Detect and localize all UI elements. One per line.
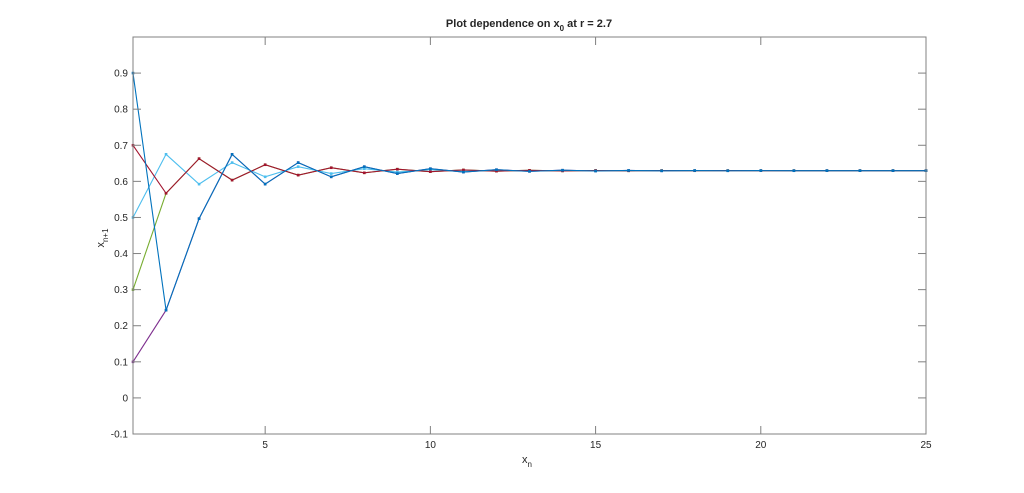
data-point-marker [561, 168, 564, 172]
data-point-marker [329, 175, 333, 179]
data-point-marker [296, 161, 300, 164]
data-point-marker [594, 169, 597, 173]
x-tick-label: 25 [920, 440, 932, 451]
y-tick-label: 0.4 [114, 249, 128, 260]
data-point-marker [495, 168, 498, 172]
y-tick-label: 0.1 [114, 357, 128, 368]
x-tick-label: 10 [425, 440, 437, 451]
data-point-marker [825, 169, 829, 172]
data-point-marker [362, 171, 366, 175]
series-line [131, 153, 928, 364]
y-tick-label: 0.6 [114, 177, 128, 188]
data-point-marker [230, 161, 234, 164]
y-tick-label: 0.2 [114, 321, 128, 332]
x-label-base: x [522, 454, 528, 466]
title-subscript: 0 [560, 24, 565, 33]
chart-title: Plot dependence on x0 at r = 2.7 [446, 18, 612, 33]
data-point-marker [164, 308, 168, 312]
data-point-marker [296, 165, 300, 168]
data-point-marker [891, 169, 895, 172]
data-point-marker [230, 153, 234, 156]
data-point-marker [792, 169, 796, 173]
axis-ticks: 5 10 15 20 25 -0.1 0 0.1 0.2 0.3 0.4 0.5 0.6 0.7 0.8 0.… [111, 37, 932, 451]
data-point-marker [164, 152, 168, 156]
data-point-marker [660, 169, 663, 173]
y-tick-label: 0.3 [114, 285, 128, 296]
x-tick-label: 20 [755, 440, 767, 451]
x-axis-label: xn [522, 454, 532, 469]
y-tick-label: 0.5 [114, 213, 128, 224]
y-label-subscript: n+1 [101, 228, 110, 242]
data-point-marker [197, 217, 201, 220]
axes-box [132, 36, 927, 435]
series-layer [131, 71, 928, 364]
y-label-base: x [95, 242, 107, 248]
x-label-subscript: n [528, 460, 532, 469]
data-point-marker [726, 169, 730, 173]
data-point-marker [263, 182, 267, 186]
data-point-marker [693, 169, 697, 172]
data-point-marker [627, 169, 630, 172]
title-prefix: Plot dependence on x [446, 18, 561, 30]
data-point-marker [528, 170, 531, 173]
data-point-marker [429, 170, 432, 173]
y-tick-label: 0.7 [114, 141, 128, 152]
data-point-marker [329, 172, 333, 175]
data-point-marker [230, 178, 234, 182]
x-tick-label: 5 [262, 440, 268, 451]
data-point-marker [296, 173, 300, 177]
data-point-marker [396, 170, 399, 174]
data-point-marker [329, 166, 333, 170]
data-point-marker [759, 169, 763, 172]
data-point-marker [164, 191, 168, 195]
data-point-marker [396, 172, 399, 175]
data-point-marker [396, 167, 399, 171]
data-point-marker [429, 167, 432, 170]
y-axis-label: xn+1 [95, 228, 110, 248]
series-line [131, 71, 928, 312]
y-tick-label: 0.8 [114, 105, 128, 116]
series-line [131, 143, 928, 195]
title-suffix: at r = 2.7 [564, 18, 612, 30]
data-point-marker [263, 163, 267, 167]
y-tick-label: 0.9 [114, 69, 128, 80]
series-line [131, 152, 928, 219]
y-tick-label: -0.1 [111, 430, 129, 441]
data-point-marker [462, 170, 465, 174]
x-tick-label: 15 [590, 440, 602, 451]
series-line [131, 157, 928, 291]
data-point-marker [858, 169, 862, 172]
data-point-marker [362, 167, 366, 170]
data-point-marker [197, 182, 201, 186]
data-point-marker [263, 175, 267, 179]
data-point-marker [462, 168, 465, 172]
data-point-marker [197, 157, 201, 160]
data-point-marker [362, 165, 366, 168]
data-point-marker [495, 169, 498, 173]
y-tick-label: 0 [122, 393, 128, 404]
